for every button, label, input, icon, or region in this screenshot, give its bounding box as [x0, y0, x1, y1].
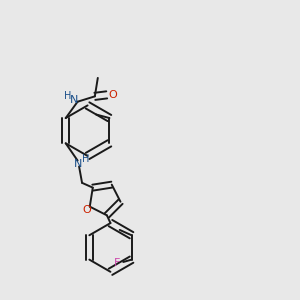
- Text: N: N: [70, 95, 78, 105]
- Text: H: H: [64, 91, 71, 101]
- Text: O: O: [108, 90, 117, 100]
- Text: F: F: [114, 259, 121, 269]
- Text: N: N: [74, 158, 82, 169]
- Text: H: H: [82, 154, 89, 164]
- Text: O: O: [82, 205, 91, 214]
